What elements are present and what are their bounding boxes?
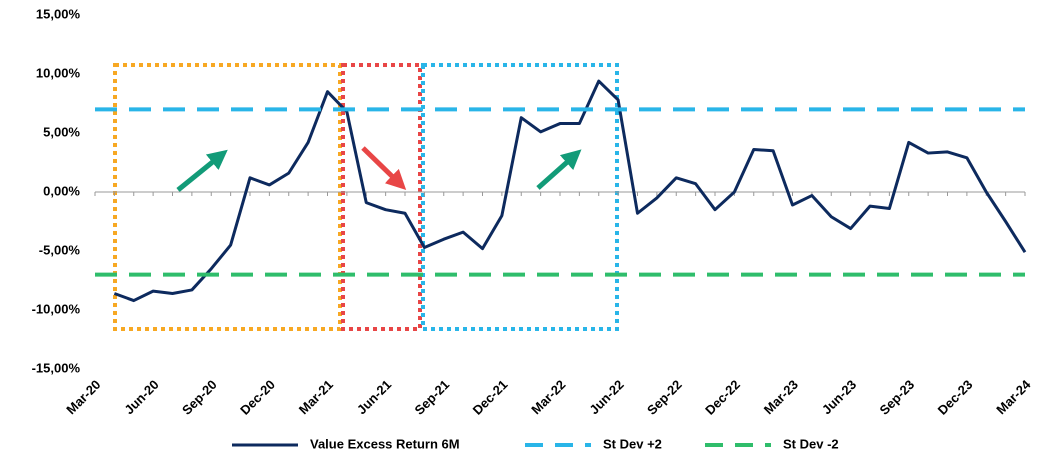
x-tick-label: Mar-21 [296, 377, 336, 417]
y-tick-label: -15,00% [32, 360, 81, 375]
legend-label: St Dev -2 [783, 436, 839, 451]
x-tick-label: Sep-22 [644, 377, 685, 418]
annotations [113, 63, 619, 331]
x-tick-label: Jun-23 [819, 377, 859, 417]
y-tick-label: 5,00% [43, 124, 80, 139]
x-tick-label: Jun-22 [586, 377, 626, 417]
legend-label: St Dev +2 [603, 436, 662, 451]
x-tick-label: Dec-23 [935, 377, 976, 418]
x-tick-label: Mar-20 [63, 377, 103, 417]
y-tick-label: 15,00% [36, 6, 81, 21]
arrow [176, 149, 228, 192]
x-tick-label: Mar-22 [528, 377, 568, 417]
legend-label: Value Excess Return 6M [310, 436, 460, 451]
y-tick-label: 0,00% [43, 183, 80, 198]
series-line [113, 79, 1027, 303]
y-tick-label: -10,00% [32, 301, 81, 316]
arrows [176, 146, 582, 192]
y-tick-label: 10,00% [36, 65, 81, 80]
highlight-box [421, 63, 619, 331]
arrow [361, 146, 407, 190]
y-tick-label: -5,00% [39, 242, 81, 257]
x-tick-label: Sep-21 [412, 377, 453, 418]
x-tick-label: Dec-21 [470, 377, 511, 418]
highlight-box [341, 63, 422, 331]
x-tick-label: Mar-23 [761, 377, 801, 417]
highlight-box [113, 63, 342, 331]
x-tick-label: Dec-20 [237, 377, 278, 418]
x-tick-label: Sep-23 [877, 377, 918, 418]
x-tick-label: Sep-20 [179, 377, 220, 418]
x-tick-label: Jun-21 [354, 377, 394, 417]
x-tick-label: Mar-24 [993, 376, 1034, 417]
arrow [536, 149, 582, 190]
x-tick-label: Dec-22 [702, 377, 743, 418]
x-tick-label: Jun-20 [121, 377, 161, 417]
